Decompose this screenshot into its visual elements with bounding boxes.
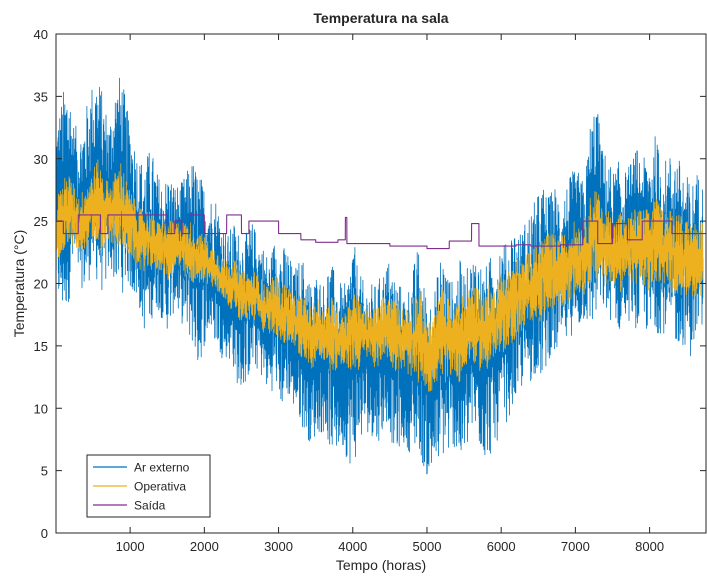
chart-title: Temperatura na sala bbox=[313, 10, 448, 26]
legend-label-2: Saída bbox=[134, 499, 166, 513]
y-axis-label: Temperatura (°C) bbox=[11, 230, 27, 338]
series-layer bbox=[56, 77, 706, 475]
legend: Ar externo Operativa Saída bbox=[86, 454, 211, 518]
series-line-2 bbox=[56, 214, 706, 250]
legend-label-1: Operativa bbox=[134, 480, 186, 494]
y-tick-label: 10 bbox=[34, 401, 48, 416]
y-tick-label: 0 bbox=[41, 526, 48, 541]
x-tick-label: 2000 bbox=[190, 539, 219, 554]
axes: 1000 2000 3000 4000 5000 6000 7000 8000 0 5 10 15 20… bbox=[34, 27, 707, 554]
y-tick-label: 40 bbox=[34, 27, 48, 42]
y-tick-label: 5 bbox=[41, 464, 48, 479]
x-tick-label: 6000 bbox=[487, 539, 516, 554]
x-tick-label: 4000 bbox=[338, 539, 367, 554]
y-tick-label: 20 bbox=[34, 277, 48, 292]
legend-label-0: Ar externo bbox=[134, 461, 190, 475]
y-tick-label: 30 bbox=[34, 152, 48, 167]
x-tick-label: 8000 bbox=[635, 539, 664, 554]
y-tick-label: 15 bbox=[34, 339, 48, 354]
x-tick-label: 1000 bbox=[116, 539, 145, 554]
x-tick-label: 3000 bbox=[264, 539, 293, 554]
y-tick-label: 25 bbox=[34, 214, 48, 229]
x-axis-label: Tempo (horas) bbox=[336, 557, 426, 573]
x-tick-label: 5000 bbox=[413, 539, 442, 554]
series-line-1 bbox=[56, 159, 704, 392]
y-tick-label: 35 bbox=[34, 89, 48, 104]
x-tick-label: 7000 bbox=[561, 539, 590, 554]
